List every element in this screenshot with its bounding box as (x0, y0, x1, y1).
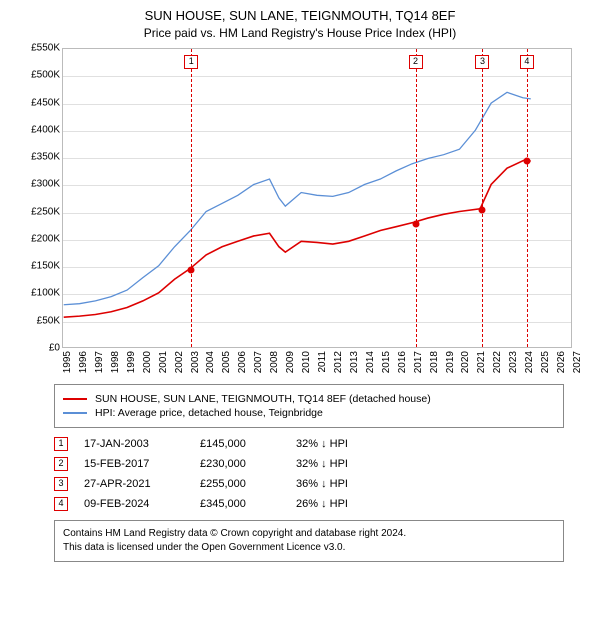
y-axis-label: £550K (20, 43, 60, 54)
y-axis-label: £250K (20, 206, 60, 217)
legend-item: SUN HOUSE, SUN LANE, TEIGNMOUTH, TQ14 8E… (63, 393, 555, 405)
x-axis-label: 2012 (333, 351, 344, 373)
x-axis-label: 2020 (460, 351, 471, 373)
x-axis-label: 1999 (126, 351, 137, 373)
transaction-price: £145,000 (200, 438, 280, 450)
legend-label: HPI: Average price, detached house, Teig… (95, 407, 323, 419)
y-axis-label: £150K (20, 261, 60, 272)
x-axis-label: 1997 (94, 351, 105, 373)
transaction-price: £345,000 (200, 498, 280, 510)
series-line (64, 92, 531, 304)
transaction-price: £255,000 (200, 478, 280, 490)
legend-label: SUN HOUSE, SUN LANE, TEIGNMOUTH, TQ14 8E… (95, 393, 431, 405)
plot-area: 1 2 3 4 (62, 48, 572, 348)
transaction-vline (482, 49, 483, 347)
transaction-marker: 3 (475, 55, 489, 69)
x-axis-label: 1995 (62, 351, 73, 373)
legend-swatch (63, 398, 87, 400)
transaction-index-box: 4 (54, 497, 68, 511)
transaction-diff: 32% ↓ HPI (296, 438, 406, 450)
y-axis-label: £300K (20, 179, 60, 190)
transaction-index-box: 3 (54, 477, 68, 491)
x-axis-label: 2014 (365, 351, 376, 373)
attribution-footer: Contains HM Land Registry data © Crown c… (54, 520, 564, 562)
transaction-date: 09-FEB-2024 (84, 498, 184, 510)
x-axis-label: 2018 (429, 351, 440, 373)
transaction-vline (416, 49, 417, 347)
x-axis-label: 2001 (158, 351, 169, 373)
legend-item: HPI: Average price, detached house, Teig… (63, 407, 555, 419)
transaction-date: 17-JAN-2003 (84, 438, 184, 450)
x-axis-label: 2015 (381, 351, 392, 373)
x-axis-label: 2023 (508, 351, 519, 373)
y-axis-label: £500K (20, 70, 60, 81)
transaction-diff: 32% ↓ HPI (296, 458, 406, 470)
transaction-date: 15-FEB-2017 (84, 458, 184, 470)
transaction-diff: 36% ↓ HPI (296, 478, 406, 490)
transaction-row: 4 09-FEB-2024 £345,000 26% ↓ HPI (54, 494, 564, 514)
transaction-marker: 2 (409, 55, 423, 69)
transaction-diff: 26% ↓ HPI (296, 498, 406, 510)
x-axis-label: 2000 (142, 351, 153, 373)
x-axis-label: 2022 (492, 351, 503, 373)
x-axis-label: 2005 (221, 351, 232, 373)
transaction-point (188, 266, 195, 273)
y-axis-label: £200K (20, 233, 60, 244)
x-axis-label: 2009 (285, 351, 296, 373)
transaction-index-box: 1 (54, 437, 68, 451)
transaction-row: 2 15-FEB-2017 £230,000 32% ↓ HPI (54, 454, 564, 474)
transaction-price: £230,000 (200, 458, 280, 470)
footer-line: This data is licensed under the Open Gov… (63, 541, 555, 555)
y-axis-label: £50K (20, 315, 60, 326)
y-axis-label: £100K (20, 288, 60, 299)
x-axis-label: 2006 (237, 351, 248, 373)
y-axis-label: £450K (20, 97, 60, 108)
chart-area: 1 2 3 4 £0 £50K £100K £150K £200K £250K £300K £350… (20, 48, 580, 378)
series-line (64, 160, 531, 317)
transaction-point (479, 206, 486, 213)
transaction-row: 3 27-APR-2021 £255,000 36% ↓ HPI (54, 474, 564, 494)
x-axis-label: 2027 (572, 351, 583, 373)
transaction-date: 27-APR-2021 (84, 478, 184, 490)
footer-line: Contains HM Land Registry data © Crown c… (63, 527, 555, 541)
legend: SUN HOUSE, SUN LANE, TEIGNMOUTH, TQ14 8E… (54, 384, 564, 428)
series-svg (63, 49, 571, 347)
chart-subtitle: Price paid vs. HM Land Registry's House … (10, 26, 590, 40)
x-axis-label: 2021 (476, 351, 487, 373)
x-axis-label: 2016 (397, 351, 408, 373)
x-axis-label: 2008 (269, 351, 280, 373)
y-axis-label: £0 (20, 343, 60, 354)
legend-swatch (63, 412, 87, 414)
x-axis-label: 2004 (205, 351, 216, 373)
x-axis-label: 2003 (190, 351, 201, 373)
x-axis-label: 2025 (540, 351, 551, 373)
transaction-point (523, 157, 530, 164)
transaction-point (412, 220, 419, 227)
x-axis-label: 2010 (301, 351, 312, 373)
x-axis-label: 1996 (78, 351, 89, 373)
x-axis-label: 2011 (317, 351, 328, 373)
transaction-table: 1 17-JAN-2003 £145,000 32% ↓ HPI 2 15-FEB-201… (54, 434, 564, 514)
transaction-marker: 4 (520, 55, 534, 69)
x-axis-label: 2026 (556, 351, 567, 373)
transaction-index-box: 2 (54, 457, 68, 471)
x-axis-label: 2017 (413, 351, 424, 373)
x-axis-label: 1998 (110, 351, 121, 373)
x-axis-label: 2002 (174, 351, 185, 373)
x-axis-label: 2024 (524, 351, 535, 373)
chart-title: SUN HOUSE, SUN LANE, TEIGNMOUTH, TQ14 8E… (10, 8, 590, 23)
x-axis-label: 2013 (349, 351, 360, 373)
transaction-vline (191, 49, 192, 347)
transaction-row: 1 17-JAN-2003 £145,000 32% ↓ HPI (54, 434, 564, 454)
x-axis-label: 2007 (253, 351, 264, 373)
y-axis-label: £400K (20, 124, 60, 135)
y-axis-label: £350K (20, 152, 60, 163)
transaction-marker: 1 (184, 55, 198, 69)
x-axis-label: 2019 (445, 351, 456, 373)
transaction-vline (527, 49, 528, 347)
